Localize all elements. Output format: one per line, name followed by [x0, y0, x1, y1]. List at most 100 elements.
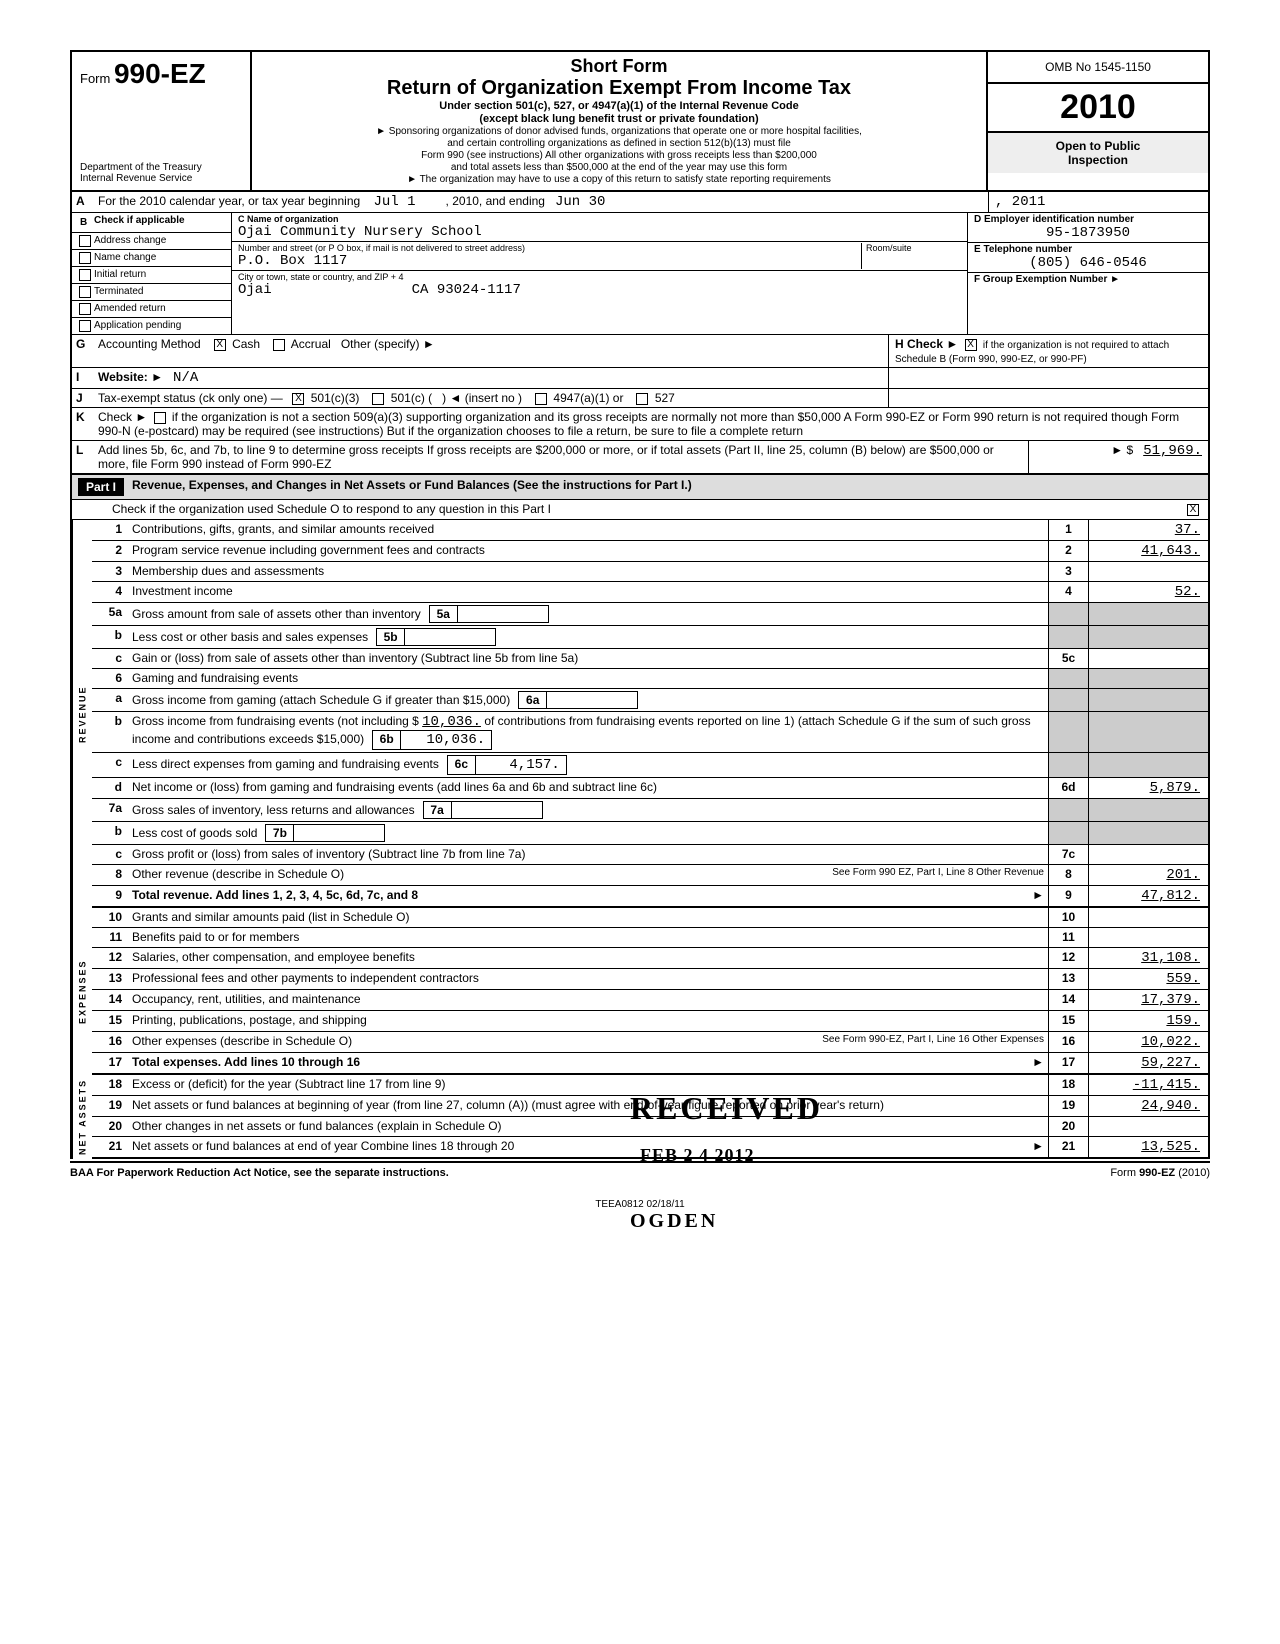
phone: (805) 646-0546 — [974, 255, 1202, 271]
opt-amended: Amended return — [94, 303, 166, 315]
cb-address-change[interactable] — [79, 235, 91, 247]
ln14-box: 14 — [1048, 990, 1088, 1010]
omb-number: OMB No 1545-1150 — [988, 52, 1208, 84]
side-expenses: EXPENSES — [72, 908, 92, 1075]
ln20-num: 20 — [92, 1117, 128, 1136]
note-2: and certain controlling organizations as… — [262, 138, 976, 150]
ln9-arrow: ► — [1032, 888, 1044, 902]
ln7a-num: 7a — [92, 799, 128, 821]
addr-label: Number and street (or P O box, if mail i… — [238, 243, 861, 253]
org-name: Ojai Community Nursery School — [238, 224, 961, 240]
org-address: P.O. Box 1117 — [238, 253, 861, 269]
period-begin: Jul 1 — [374, 194, 416, 210]
cb-terminated[interactable] — [79, 286, 91, 298]
ln11-text: Benefits paid to or for members — [128, 928, 1048, 947]
ln18-box: 18 — [1048, 1075, 1088, 1095]
city-label: City or town, state or country, and ZIP … — [238, 272, 961, 282]
org-state-zip: CA 93024-1117 — [412, 282, 521, 298]
cb-4947[interactable] — [535, 393, 547, 405]
ln16-num: 16 — [92, 1032, 128, 1052]
cb-schedule-o[interactable]: X — [1187, 504, 1199, 516]
ln5c-text: Gain or (loss) from sale of assets other… — [128, 649, 1048, 668]
ln19-box: 19 — [1048, 1096, 1088, 1116]
dept-line-1: Department of the Treasury — [80, 162, 242, 173]
ln5b-num: b — [92, 626, 128, 648]
ln7a-iv — [452, 802, 542, 818]
ln8-box: 8 — [1048, 865, 1088, 885]
website-label: Website: ► — [98, 370, 163, 384]
cb-cash[interactable]: X — [214, 339, 226, 351]
row-k: K Check ► if the organization is not a s… — [70, 408, 1210, 441]
ln12-text: Salaries, other compensation, and employ… — [128, 948, 1048, 968]
part1-header: Part I Revenue, Expenses, and Changes in… — [70, 475, 1210, 500]
ein: 95-1873950 — [974, 225, 1202, 241]
ln7c-num: c — [92, 845, 128, 864]
ln17-arrow: ► — [1032, 1055, 1044, 1069]
ln10-box: 10 — [1048, 908, 1088, 927]
footer-left: BAA For Paperwork Reduction Act Notice, … — [70, 1167, 449, 1179]
ln7c-text: Gross profit or (loss) from sales of inv… — [128, 845, 1048, 864]
ln12-amt: 31,108. — [1141, 950, 1200, 966]
ln7a-ib: 7a — [424, 802, 452, 818]
open-public-2: Inspection — [994, 153, 1202, 167]
row-i: I Website: ► N/A — [70, 368, 1210, 389]
cb-501c3[interactable]: X — [292, 393, 304, 405]
ln5a-iv — [458, 606, 548, 622]
ln7a-text: Gross sales of inventory, less returns a… — [132, 803, 415, 817]
ln15-num: 15 — [92, 1011, 128, 1031]
ln15-text: Printing, publications, postage, and shi… — [128, 1011, 1048, 1031]
l-value: 51,969. — [1143, 443, 1202, 459]
opt-terminated: Terminated — [94, 286, 143, 298]
cb-k[interactable] — [154, 412, 166, 424]
ln6b-iv: 10,036. — [401, 731, 491, 749]
title-return: Return of Organization Exempt From Incom… — [262, 77, 976, 100]
ln18-text: Excess or (deficit) for the year (Subtra… — [128, 1075, 1048, 1095]
ln6-num: 6 — [92, 669, 128, 688]
cb-schedule-b[interactable]: X — [965, 339, 977, 351]
subtitle-1: Under section 501(c), 527, or 4947(a)(1)… — [439, 100, 798, 112]
row-g: G Accounting Method X Cash Accrual Other… — [70, 335, 1210, 368]
ln1-box: 1 — [1048, 520, 1088, 540]
stamp-ogden: OGDEN — [630, 1210, 718, 1233]
ln10-text: Grants and similar amounts paid (list in… — [128, 908, 1048, 927]
ln6a-ib: 6a — [519, 692, 547, 708]
footer: BAA For Paperwork Reduction Act Notice, … — [70, 1161, 1210, 1179]
ln4-amt: 52. — [1175, 584, 1200, 600]
period-end: Jun 30 — [555, 194, 605, 210]
ln19-num: 19 — [92, 1096, 128, 1116]
ln5b-iv — [405, 629, 495, 645]
tax-exempt-label: Tax-exempt status (ck only one) — — [98, 391, 283, 405]
ln6d-text: Net income or (loss) from gaming and fun… — [128, 778, 1048, 798]
opt-501c-b: ) ◄ (insert no ) — [442, 391, 522, 405]
cb-501c[interactable] — [372, 393, 384, 405]
ln5a-text: Gross amount from sale of assets other t… — [132, 607, 421, 621]
ln7b-num: b — [92, 822, 128, 844]
ln21-num: 21 — [92, 1137, 128, 1157]
ln13-num: 13 — [92, 969, 128, 989]
ln2-box: 2 — [1048, 541, 1088, 561]
note-1: ► Sponsoring organizations of donor advi… — [262, 126, 976, 138]
ln21-arrow: ► — [1032, 1139, 1044, 1153]
ln2-num: 2 — [92, 541, 128, 561]
ln1-num: 1 — [92, 520, 128, 540]
ln1-amt: 37. — [1175, 522, 1200, 538]
ln6c-ib: 6c — [448, 756, 476, 774]
cb-name-change[interactable] — [79, 252, 91, 264]
cb-amended[interactable] — [79, 303, 91, 315]
ln21-box: 21 — [1048, 1137, 1088, 1157]
ln17-text: Total expenses. Add lines 10 through 16 — [132, 1055, 360, 1069]
ln6b-inline: 10,036. — [422, 714, 481, 730]
ln13-box: 13 — [1048, 969, 1088, 989]
cb-initial-return[interactable] — [79, 269, 91, 281]
c-label: C Name of organization — [238, 214, 339, 224]
opt-accrual: Accrual — [291, 337, 331, 351]
ln4-num: 4 — [92, 582, 128, 602]
cb-accrual[interactable] — [273, 339, 285, 351]
ln6c-text: Less direct expenses from gaming and fun… — [132, 757, 439, 771]
ln21-amt: 13,525. — [1141, 1139, 1200, 1155]
cb-app-pending[interactable] — [79, 320, 91, 332]
part1-check-row: Check if the organization used Schedule … — [70, 500, 1210, 520]
ln17-num: 17 — [92, 1053, 128, 1073]
cb-527[interactable] — [636, 393, 648, 405]
ln16-note: See Form 990-EZ, Part I, Line 16 Other E… — [822, 1034, 1044, 1045]
